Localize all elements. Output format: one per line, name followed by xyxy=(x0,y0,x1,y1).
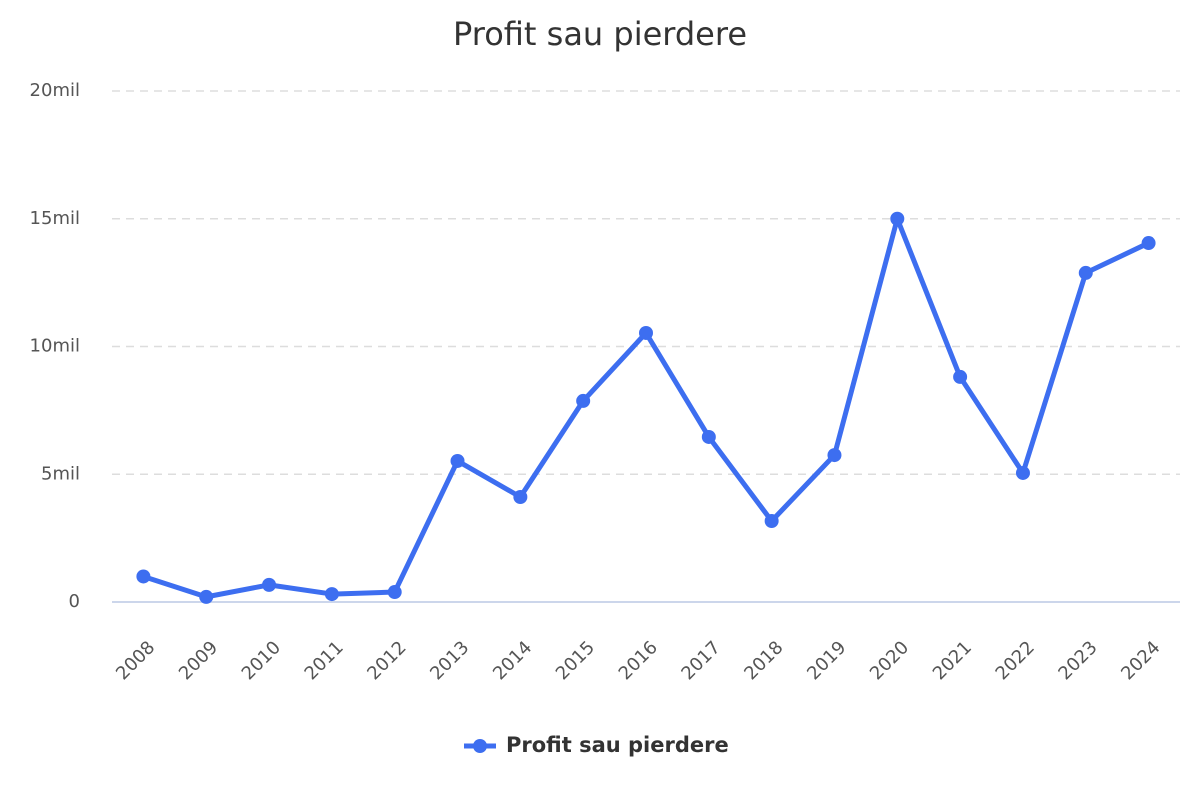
point xyxy=(1141,236,1156,251)
y-tick-label: 20mil xyxy=(30,80,80,101)
chart-title: Profit sau pierdere xyxy=(453,15,747,53)
point xyxy=(1078,265,1093,280)
point xyxy=(953,369,968,384)
x-tick-label: 2016 xyxy=(615,637,662,684)
legend-marker xyxy=(473,739,487,753)
point xyxy=(450,453,465,468)
point xyxy=(576,393,591,408)
point xyxy=(764,514,779,529)
point xyxy=(324,587,339,602)
point xyxy=(827,448,842,463)
x-tick-label: 2014 xyxy=(489,637,536,684)
point xyxy=(199,589,214,604)
x-tick-label: 2011 xyxy=(301,637,348,684)
y-tick-label: 15mil xyxy=(30,208,80,229)
x-tick-label: 2019 xyxy=(803,637,850,684)
line xyxy=(142,216,1150,600)
point xyxy=(701,429,716,444)
point xyxy=(262,577,277,592)
x-tick-label: 2015 xyxy=(552,637,599,684)
x-tick-label: 2008 xyxy=(112,637,159,684)
x-tick-label: 2023 xyxy=(1054,637,1101,684)
point xyxy=(639,325,653,340)
point xyxy=(387,585,402,600)
point xyxy=(1015,465,1030,480)
point xyxy=(513,489,528,504)
x-tick-label: 2020 xyxy=(866,637,913,684)
y-tick-label: 5mil xyxy=(41,463,80,484)
x-tick-label: 2022 xyxy=(992,637,1039,684)
x-tick-label: 2012 xyxy=(363,637,410,684)
x-tick-label: 2018 xyxy=(740,637,787,684)
x-tick-label: 2013 xyxy=(426,637,473,684)
legend-label: Profit sau pierdere xyxy=(506,733,729,757)
x-tick-label: 2010 xyxy=(238,637,285,684)
y-tick-label: 10mil xyxy=(30,336,80,357)
x-tick-label: 2017 xyxy=(677,637,724,684)
x-tick-label: 2024 xyxy=(1117,637,1164,684)
point xyxy=(890,211,905,226)
y-tick-label: 0 xyxy=(69,591,80,612)
x-tick-label: 2021 xyxy=(929,637,976,684)
x-tick-label: 2009 xyxy=(175,637,222,684)
point xyxy=(136,569,151,584)
